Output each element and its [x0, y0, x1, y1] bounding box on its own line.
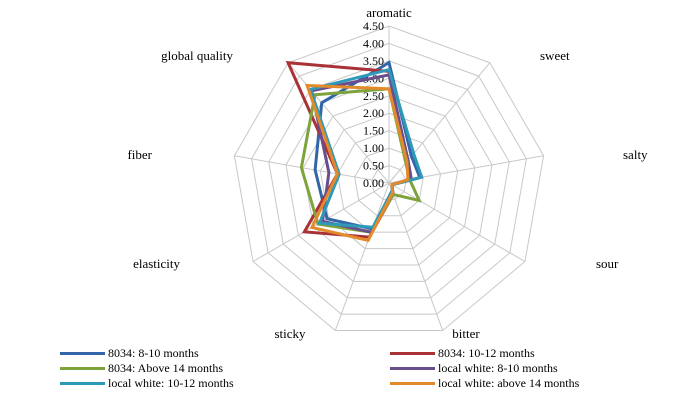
- axis-label-aromatic: aromatic: [366, 5, 412, 20]
- axis-spoke: [388, 182, 526, 262]
- tick-label: 4.50: [363, 19, 384, 33]
- tick-label: 1.50: [363, 124, 384, 138]
- radial-tick-labels: 0.000.501.001.502.002.503.003.504.004.50: [363, 19, 384, 190]
- tick-label: 4.00: [363, 36, 384, 50]
- grid-ring: [251, 42, 527, 315]
- grid-ring: [336, 130, 442, 233]
- axis-labels: aromatic sweet salty sour bitter sticky elasti…: [127, 5, 648, 341]
- axis-label-elasticity: elasticity: [133, 256, 180, 271]
- axis-label-sticky: sticky: [274, 326, 306, 341]
- tick-label: 0.00: [363, 176, 384, 190]
- axis-spoke: [388, 182, 444, 331]
- tick-label: 2.50: [363, 89, 384, 103]
- series-line-5: [305, 83, 410, 243]
- series-line-4: [308, 67, 424, 229]
- axis-label-sweet: sweet: [540, 48, 570, 63]
- tick-label: 3.50: [363, 54, 384, 68]
- axis-label-fiber: fiber: [127, 147, 152, 162]
- axis-spoke: [234, 155, 390, 184]
- tick-label: 0.50: [363, 159, 384, 173]
- axis-spoke: [334, 182, 390, 331]
- tick-label: 1.00: [363, 141, 384, 155]
- axis-label-sour: sour: [596, 256, 619, 271]
- axis-label-global-quality: global quality: [161, 48, 233, 63]
- data-series: [285, 60, 424, 243]
- axis-spoke: [287, 62, 390, 184]
- axis-label-bitter: bitter: [452, 326, 480, 341]
- axis-label-salty: salty: [623, 147, 648, 162]
- grid-ring: [233, 25, 545, 332]
- grid-ring: [285, 77, 493, 282]
- grid-ring: [268, 60, 510, 299]
- tick-label: 2.00: [363, 106, 384, 120]
